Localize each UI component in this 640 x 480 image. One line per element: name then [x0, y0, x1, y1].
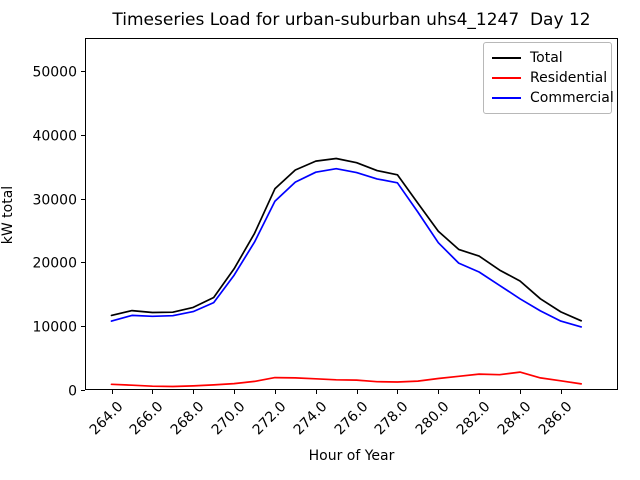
x-tick-label: 278.0	[372, 399, 412, 439]
legend-label-residential: Residential	[530, 70, 608, 86]
x-tick-label: 272.0	[250, 399, 290, 439]
legend-label-commercial: Commercial	[530, 90, 614, 106]
legend: Total Residential Commercial	[483, 42, 614, 114]
y-tick-label: 0	[68, 384, 77, 400]
x-tick-label: 280.0	[413, 399, 453, 439]
chart-title: Timeseries Load for urban-suburban uhs4_…	[112, 10, 591, 30]
y-tick-label: 30000	[32, 193, 77, 209]
legend-entry-commercial: Commercial	[492, 88, 614, 108]
x-tick-label: 276.0	[332, 399, 372, 439]
x-tick-label: 264.0	[87, 399, 127, 439]
x-tick-label: 284.0	[495, 399, 535, 439]
x-tick-label: 270.0	[209, 399, 249, 439]
y-tick-label: 20000	[32, 256, 77, 272]
legend-entry-residential: Residential	[492, 68, 607, 88]
x-tick-label: 274.0	[291, 399, 331, 439]
y-tick-label: 50000	[32, 65, 77, 81]
x-axis-label: Hour of Year	[308, 448, 395, 464]
series-line-total	[110, 157, 583, 322]
commercial-line-sample-icon	[492, 97, 521, 99]
total-line-sample-icon	[492, 57, 521, 59]
y-tick-label: 10000	[32, 320, 77, 336]
y-tick-label: 40000	[32, 129, 77, 145]
x-tick-label: 282.0	[454, 399, 494, 439]
plot-frame	[85, 38, 618, 390]
series-line-residential	[110, 371, 583, 388]
x-tick-label: 268.0	[168, 399, 208, 439]
legend-label-total: Total	[530, 50, 563, 66]
x-tick-label: 266.0	[127, 399, 167, 439]
series-line-commercial	[110, 167, 583, 328]
residential-line-sample-icon	[492, 77, 521, 79]
legend-entry-total: Total	[492, 48, 603, 68]
x-tick-label: 286.0	[536, 399, 576, 439]
